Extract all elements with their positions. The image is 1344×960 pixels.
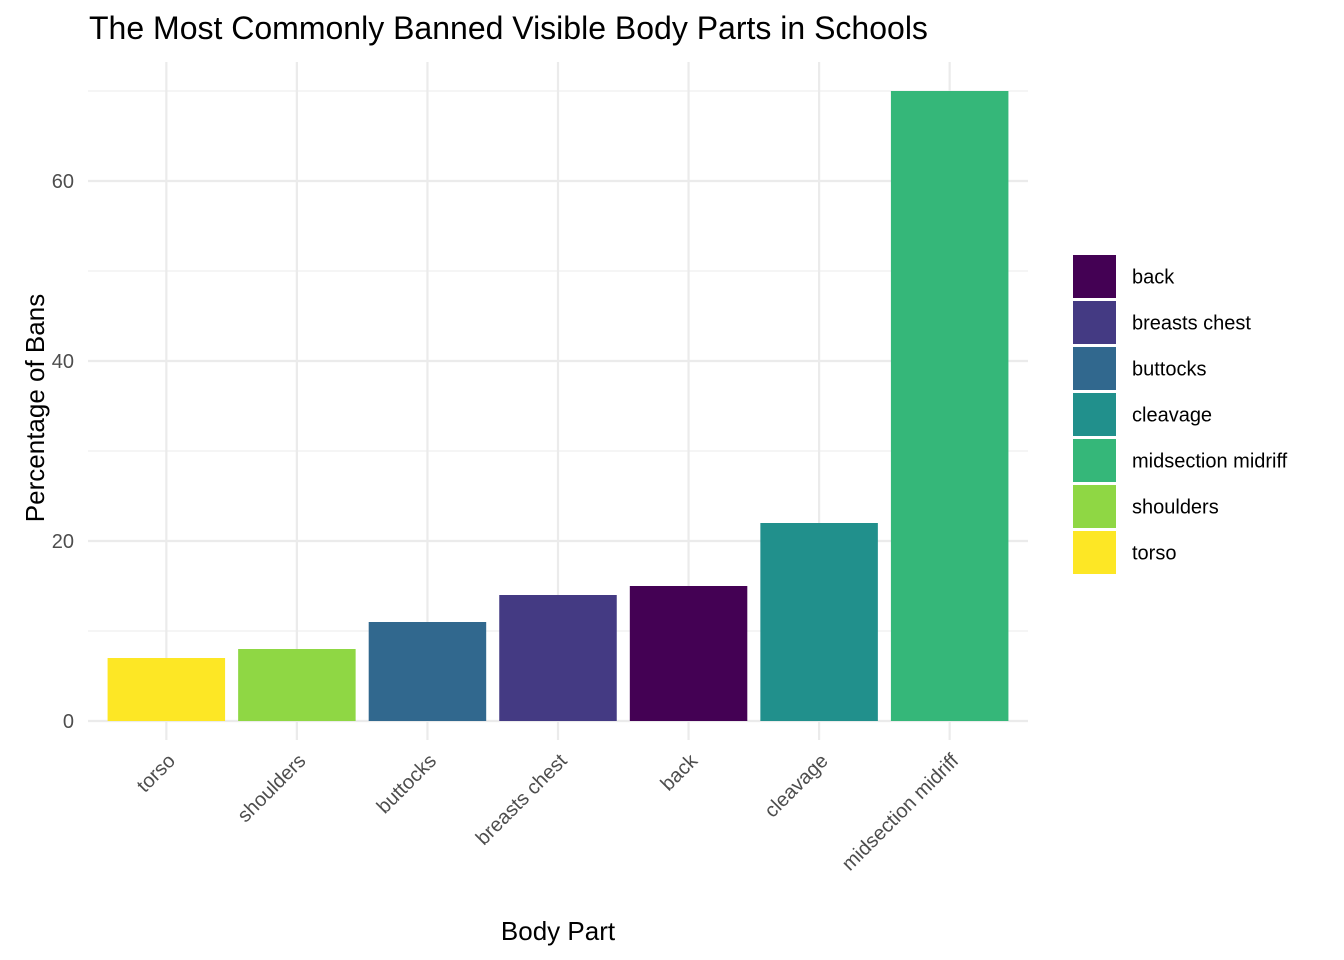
legend-label: cleavage <box>1132 405 1212 427</box>
x-axis-title: Body Part <box>501 916 616 946</box>
x-tick-label: shoulders <box>234 750 311 827</box>
legend-label: torso <box>1132 543 1176 565</box>
chart-title: The Most Commonly Banned Visible Body Pa… <box>89 10 928 46</box>
bar-shoulders <box>238 649 356 721</box>
legend-label: back <box>1132 267 1175 289</box>
bars <box>107 91 1009 721</box>
bar-cleavage <box>760 523 878 721</box>
legend-key-midsection-midriff <box>1073 439 1116 482</box>
y-tick-label: 0 <box>63 711 74 733</box>
y-tick-label: 60 <box>52 171 74 193</box>
y-tick-label: 20 <box>52 531 74 553</box>
legend-key-breasts-chest <box>1073 301 1116 344</box>
legend-label: shoulders <box>1132 497 1219 519</box>
legend-key-shoulders <box>1073 485 1116 528</box>
y-axis-ticks: 0 20 40 60 <box>52 171 74 733</box>
x-axis-ticks: torso shoulders buttocks breasts chest back c… <box>133 749 964 875</box>
legend-label: midsection midriff <box>1132 451 1288 473</box>
legend-label: breasts chest <box>1132 313 1251 335</box>
legend-key-cleavage <box>1073 393 1116 436</box>
bar-torso <box>107 658 226 721</box>
legend-key-torso <box>1073 531 1116 574</box>
x-tick-label: buttocks <box>373 750 441 818</box>
y-tick-label: 40 <box>52 351 74 373</box>
bar-breasts-chest <box>499 595 617 721</box>
y-axis-title: Percentage of Bans <box>20 294 50 522</box>
legend-key-back <box>1073 255 1116 298</box>
x-tick-label: cleavage <box>760 750 832 822</box>
x-tick-label: breasts chest <box>472 750 572 850</box>
legend-label: buttocks <box>1132 359 1206 381</box>
x-tick-label: back <box>657 749 703 795</box>
legend-key-buttocks <box>1073 347 1116 390</box>
bar-buttocks <box>368 622 487 721</box>
bar-midsection-midriff <box>890 91 1009 721</box>
x-tick-label: torso <box>133 750 180 797</box>
bar-back <box>629 586 748 721</box>
x-tick-label: midsection midriff <box>838 750 964 876</box>
legend: back breasts chest buttocks cleavage midsect… <box>1073 255 1288 574</box>
